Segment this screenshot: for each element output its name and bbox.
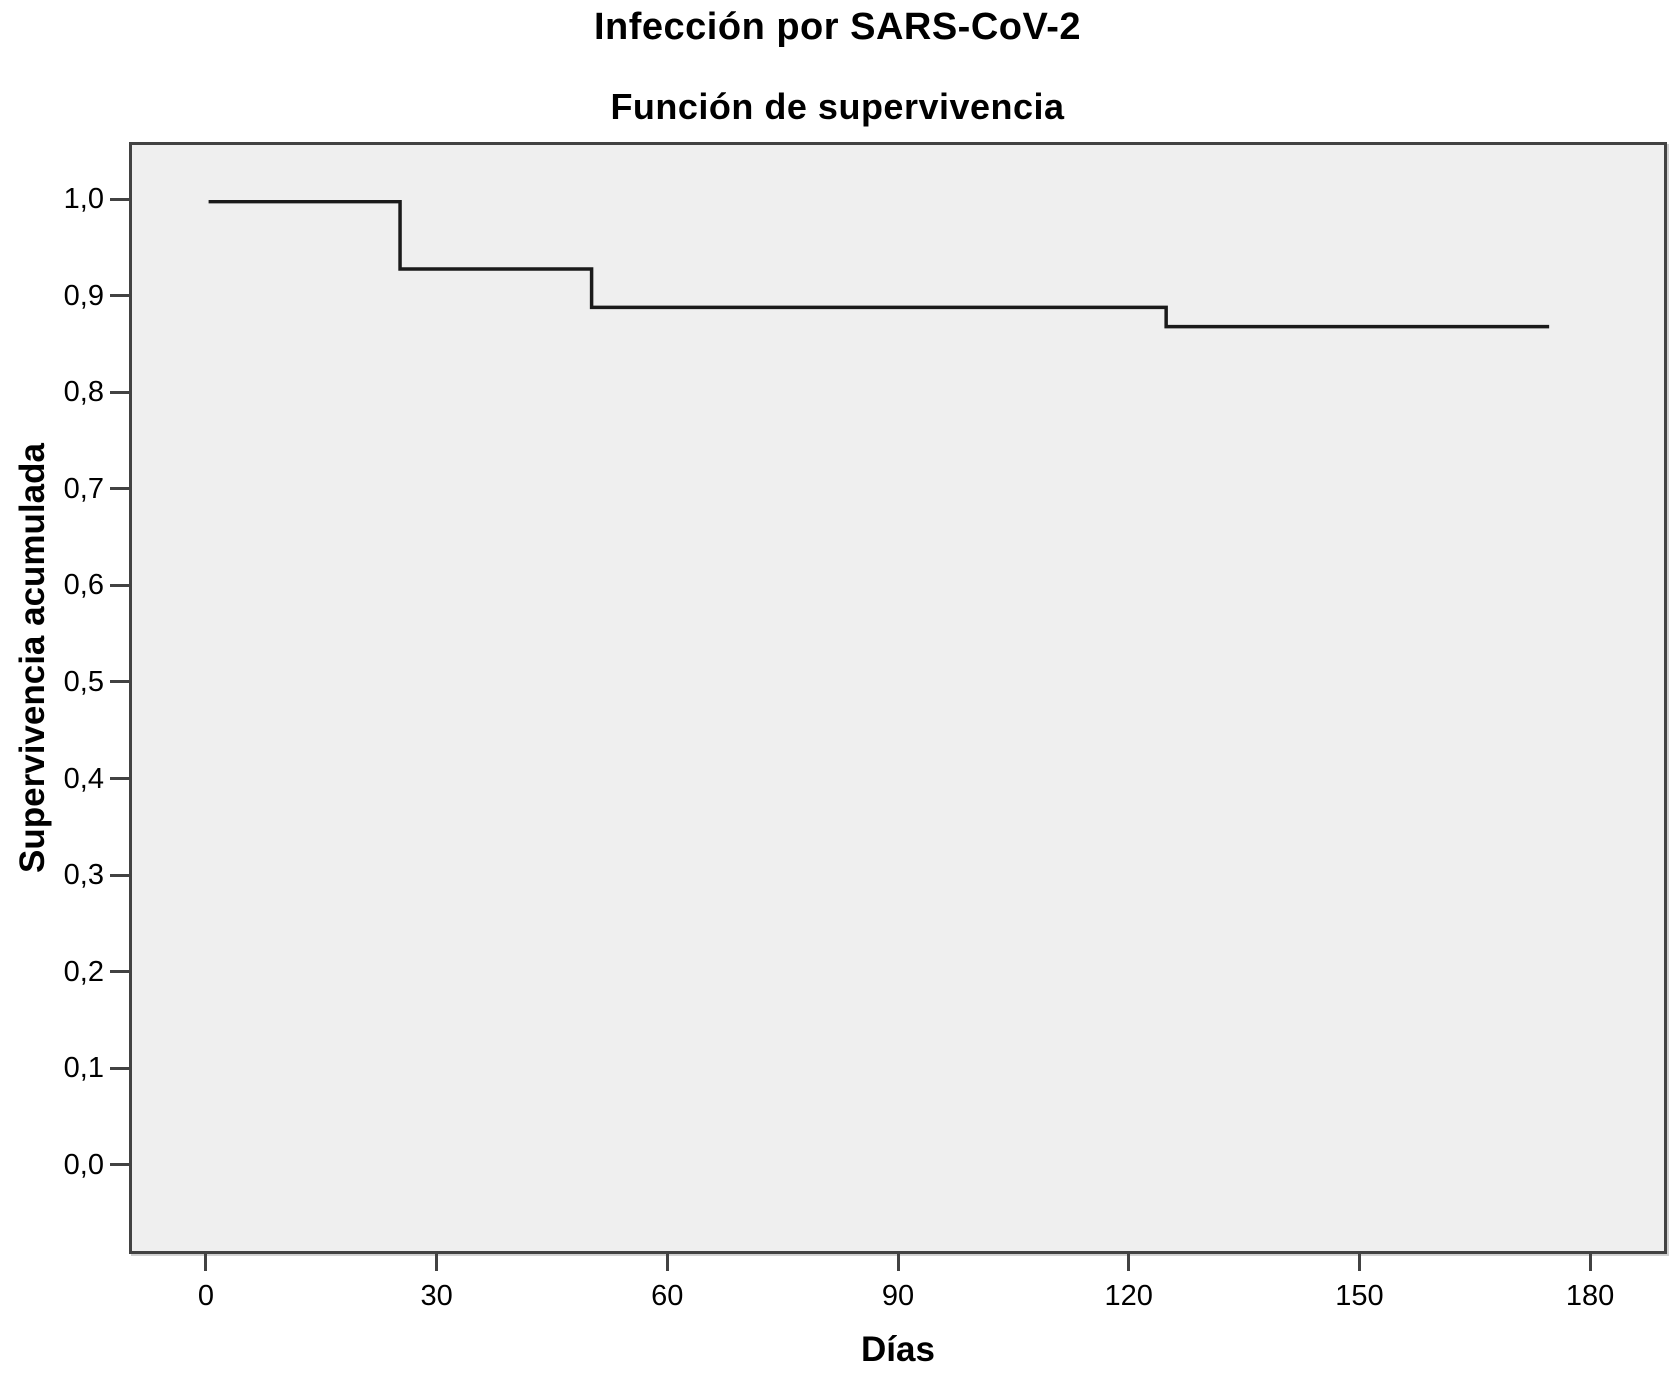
x-tick-mark	[1357, 1254, 1361, 1271]
y-tick-mark	[110, 873, 129, 877]
y-tick-label: 0,8	[63, 376, 104, 409]
y-tick-label: 0,5	[63, 665, 104, 698]
y-tick-label: 0,9	[63, 279, 104, 312]
x-tick-label: 150	[1335, 1280, 1384, 1312]
y-tick-label: 0,6	[63, 569, 104, 602]
y-tick-label: 1,0	[63, 183, 104, 216]
chart-subtitle: Función de supervivencia	[610, 86, 1065, 127]
y-tick-label: 0,2	[63, 955, 104, 988]
x-tick-mark	[1127, 1254, 1131, 1271]
x-tick-label: 120	[1104, 1280, 1153, 1312]
x-tick-mark	[665, 1254, 669, 1271]
y-tick-mark	[110, 777, 129, 781]
survival-curve	[208, 199, 1550, 329]
y-tick-mark	[110, 390, 129, 394]
y-tick-mark	[110, 1163, 129, 1167]
x-tick-label: 30	[420, 1280, 453, 1312]
y-tick-label: 0,4	[63, 762, 104, 795]
y-tick-label: 0,7	[63, 472, 104, 505]
x-tick-mark	[204, 1254, 208, 1271]
y-tick-mark	[110, 970, 129, 974]
chart-title: Infección por SARS-CoV-2	[593, 6, 1082, 48]
y-axis-title: Supervivencia acumulada	[13, 443, 52, 873]
x-axis-title: Días	[861, 1330, 935, 1369]
survival-curve-svg	[208, 199, 1550, 329]
y-tick-mark	[110, 197, 129, 201]
y-tick-mark	[110, 294, 129, 298]
plot-area	[129, 142, 1667, 1254]
y-tick-label: 0,1	[63, 1052, 104, 1085]
y-tick-mark	[110, 1066, 129, 1070]
x-tick-label: 90	[881, 1280, 915, 1312]
x-tick-label: 180	[1565, 1280, 1615, 1312]
y-tick-mark	[110, 583, 129, 587]
x-tick-mark	[896, 1254, 900, 1271]
y-tick-mark	[110, 487, 129, 491]
x-tick-label: 60	[651, 1280, 684, 1312]
x-tick-label: 0	[197, 1280, 214, 1312]
y-tick-label: 0,0	[63, 1148, 104, 1181]
y-tick-mark	[110, 680, 129, 684]
x-tick-mark	[1588, 1254, 1592, 1271]
x-tick-mark	[435, 1254, 439, 1271]
y-tick-label: 0,3	[63, 859, 104, 892]
